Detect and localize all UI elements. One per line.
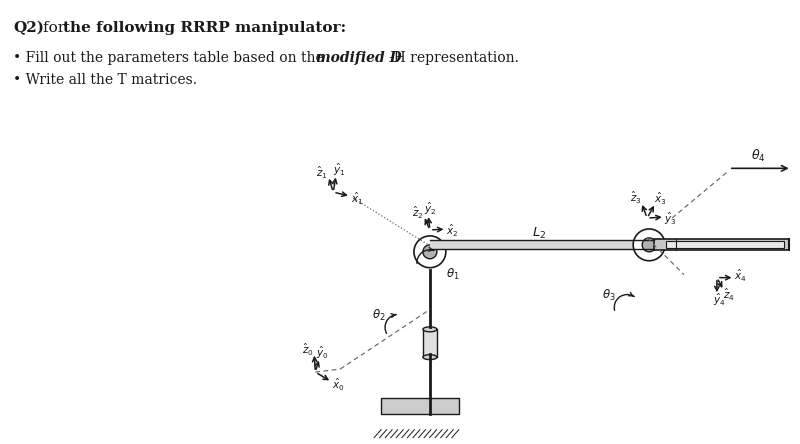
Text: $\theta_3$: $\theta_3$	[602, 288, 616, 303]
Text: $\hat{y}_0$: $\hat{y}_0$	[316, 345, 329, 361]
Text: $\hat{y}_3$: $\hat{y}_3$	[664, 211, 677, 227]
Text: $\hat{x}_1$: $\hat{x}_1$	[350, 191, 363, 207]
Text: • Write all the T matrices.: • Write all the T matrices.	[14, 73, 198, 87]
Text: $\hat{z}_2$: $\hat{z}_2$	[412, 205, 423, 221]
Text: • Fill out the parameters table based on the: • Fill out the parameters table based on…	[14, 51, 329, 65]
Ellipse shape	[423, 327, 437, 332]
Text: $\hat{y}_2$: $\hat{y}_2$	[424, 201, 436, 218]
Text: $\hat{z}_4$: $\hat{z}_4$	[723, 286, 734, 303]
Text: $\hat{x}_3$: $\hat{x}_3$	[654, 191, 666, 207]
Circle shape	[642, 238, 656, 252]
Circle shape	[423, 245, 437, 259]
Text: $L_2$: $L_2$	[532, 226, 546, 242]
Text: $\hat{y}_1$: $\hat{y}_1$	[333, 162, 346, 178]
Ellipse shape	[423, 355, 437, 360]
Text: $\theta_2$: $\theta_2$	[372, 308, 386, 323]
Text: $\hat{x}_2$: $\hat{x}_2$	[446, 223, 458, 239]
Text: modified D: modified D	[316, 51, 402, 65]
Text: $\theta_1$: $\theta_1$	[446, 267, 460, 282]
Text: $\hat{x}_4$: $\hat{x}_4$	[734, 268, 746, 284]
Text: $\hat{y}_4$: $\hat{y}_4$	[713, 292, 726, 308]
Text: $\hat{z}_0$: $\hat{z}_0$	[302, 342, 314, 358]
Bar	[666, 242, 784, 248]
Bar	[654, 239, 789, 250]
Bar	[381, 398, 458, 414]
Text: -H representation.: -H representation.	[389, 51, 519, 65]
Text: the following RRRP manipulator:: the following RRRP manipulator:	[63, 21, 346, 35]
Bar	[430, 240, 654, 250]
Circle shape	[414, 236, 446, 268]
Text: $\hat{z}_1$: $\hat{z}_1$	[317, 165, 328, 181]
Text: for: for	[43, 21, 70, 35]
Text: $\hat{x}_0$: $\hat{x}_0$	[332, 377, 345, 393]
Text: $\theta_4$: $\theta_4$	[751, 148, 766, 164]
Bar	[423, 329, 437, 357]
Circle shape	[633, 229, 665, 261]
Text: $\hat{z}_3$: $\hat{z}_3$	[630, 190, 642, 206]
Text: Q2): Q2)	[14, 21, 44, 36]
